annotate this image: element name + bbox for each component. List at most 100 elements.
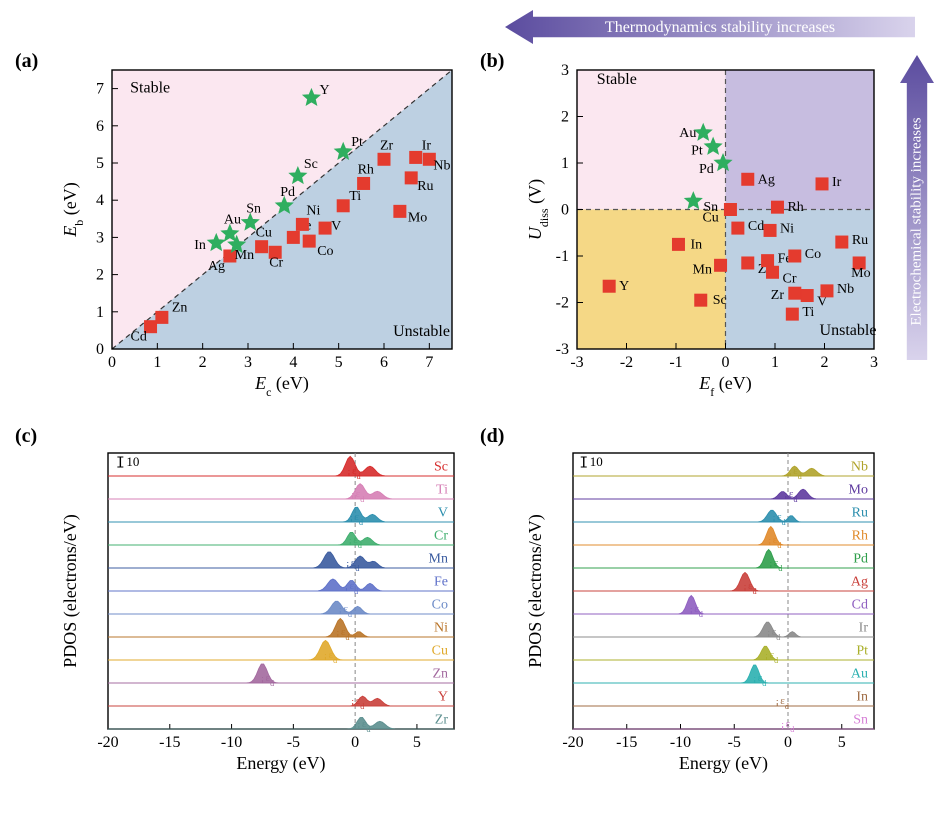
svg-text:3: 3 (870, 354, 878, 371)
svg-text:2: 2 (821, 354, 829, 371)
svg-text:5: 5 (838, 734, 846, 751)
svg-text:εd: εd (748, 580, 757, 596)
svg-text:Mn: Mn (429, 551, 448, 566)
svg-text:Zn: Zn (172, 300, 188, 315)
svg-text:Ru: Ru (852, 233, 868, 248)
svg-text:5: 5 (335, 354, 343, 371)
svg-text:εd: εd (265, 672, 274, 688)
svg-text:Y: Y (619, 279, 629, 294)
svg-text:Ec (eV): Ec (eV) (254, 373, 309, 399)
svg-text:Ru: Ru (852, 505, 868, 520)
svg-text:Ef (eV): Ef (eV) (698, 373, 751, 399)
svg-text:0: 0 (108, 354, 116, 371)
svg-text:In: In (856, 689, 868, 704)
svg-text:Ti: Ti (349, 189, 361, 204)
svg-text:0: 0 (351, 734, 359, 751)
svg-text:Udiss (V): Udiss (V) (525, 179, 551, 240)
svg-text:εd: εd (354, 511, 363, 527)
svg-text:-2: -2 (620, 354, 633, 371)
svg-text:Zn: Zn (432, 666, 448, 681)
svg-text:0: 0 (784, 734, 792, 751)
svg-text:εd: εd (352, 465, 361, 481)
svg-text:-3: -3 (570, 354, 583, 371)
svg-text:Mn: Mn (235, 248, 254, 263)
marker-square (296, 218, 308, 230)
svg-text:Cr: Cr (269, 255, 283, 270)
svg-text:Sc: Sc (304, 157, 318, 172)
svg-text:εd: εd (789, 488, 798, 504)
svg-text:εd: εd (362, 718, 371, 734)
svg-text:Au: Au (679, 126, 696, 141)
svg-text:Cr: Cr (434, 528, 448, 543)
svg-text:Rh: Rh (358, 162, 374, 177)
svg-text:Sc: Sc (434, 459, 448, 474)
svg-text:-5: -5 (728, 734, 741, 751)
svg-text:Co: Co (432, 597, 448, 612)
svg-text:Nb: Nb (433, 158, 450, 173)
svg-text:Stable: Stable (597, 71, 637, 88)
svg-text:Pt: Pt (691, 144, 703, 159)
svg-text:-1: -1 (669, 354, 682, 371)
svg-text:-10: -10 (221, 734, 242, 751)
chart-a: StableUnstable0123456701234567Ec (eV)Eb … (60, 70, 452, 399)
svg-text:εd: εd (772, 626, 781, 642)
svg-text:Zr: Zr (435, 712, 449, 727)
svg-text:Sn: Sn (246, 202, 261, 217)
svg-text:-15: -15 (159, 734, 180, 751)
svg-text:εd: εd (773, 534, 782, 550)
svg-text:-2: -2 (556, 295, 569, 312)
svg-text:Au: Au (851, 666, 868, 681)
svg-text:εd: εd (343, 603, 352, 619)
svg-text:Energy (eV): Energy (eV) (236, 753, 325, 774)
svg-text:εd: εd (328, 649, 337, 665)
svg-text:Cd: Cd (131, 330, 147, 345)
svg-text:Cu: Cu (702, 211, 718, 226)
svg-text:Pt: Pt (351, 135, 363, 150)
svg-text:Cu: Cu (432, 643, 448, 658)
svg-text:Ru: Ru (417, 179, 433, 194)
svg-text:Electrochemical stability incr: Electrochemical stability increases (908, 117, 924, 325)
svg-text:-20: -20 (97, 734, 118, 751)
svg-text:Thermodynamics stability incre: Thermodynamics stability increases (605, 19, 835, 36)
svg-text:0: 0 (561, 202, 569, 219)
thermo-arrow: Thermodynamics stability increases (505, 10, 915, 44)
svg-text:Y: Y (319, 83, 329, 98)
svg-text:0: 0 (96, 341, 104, 358)
svg-text:Sc: Sc (713, 293, 727, 308)
svg-text:Mo: Mo (408, 210, 427, 225)
panel-label-b: (b) (480, 50, 504, 73)
marker-square (337, 200, 349, 212)
svg-text:PDOS (electrons/eV): PDOS (electrons/eV) (60, 514, 81, 667)
svg-text:4: 4 (96, 192, 104, 209)
svg-text:-5: -5 (287, 734, 300, 751)
svg-text:5: 5 (96, 155, 104, 172)
svg-text:Pd: Pd (280, 185, 295, 200)
svg-text:1: 1 (561, 155, 569, 172)
chart-d: -20-15-10-505Energy (eV)PDOS (electrons/… (525, 453, 874, 774)
svg-text:εd: εd (774, 557, 783, 573)
svg-text:Co: Co (805, 247, 821, 262)
svg-text:-3: -3 (556, 341, 569, 358)
svg-text:In: In (194, 238, 206, 253)
svg-text:Nb: Nb (837, 282, 854, 297)
svg-text:2: 2 (96, 267, 104, 284)
svg-text:εd: εd (694, 603, 703, 619)
svg-text:Ag: Ag (208, 259, 225, 274)
svg-text:5: 5 (413, 734, 421, 751)
svg-text:Ti: Ti (436, 482, 448, 497)
svg-text:1: 1 (771, 354, 779, 371)
svg-text:εd: εd (349, 580, 358, 596)
svg-text:-1: -1 (556, 248, 569, 265)
svg-text:Sn: Sn (853, 712, 868, 727)
svg-text:10: 10 (590, 454, 603, 469)
svg-text:Pt: Pt (856, 643, 868, 658)
svg-text:Cd: Cd (852, 597, 868, 612)
svg-text:-10: -10 (670, 734, 691, 751)
svg-text:3: 3 (561, 62, 569, 79)
panel-label-d: (d) (480, 425, 504, 448)
svg-text:2: 2 (561, 109, 569, 126)
svg-text:Stable: Stable (130, 79, 170, 96)
marker-square (410, 151, 422, 163)
svg-text:4: 4 (289, 354, 297, 371)
marker-square (405, 172, 417, 184)
